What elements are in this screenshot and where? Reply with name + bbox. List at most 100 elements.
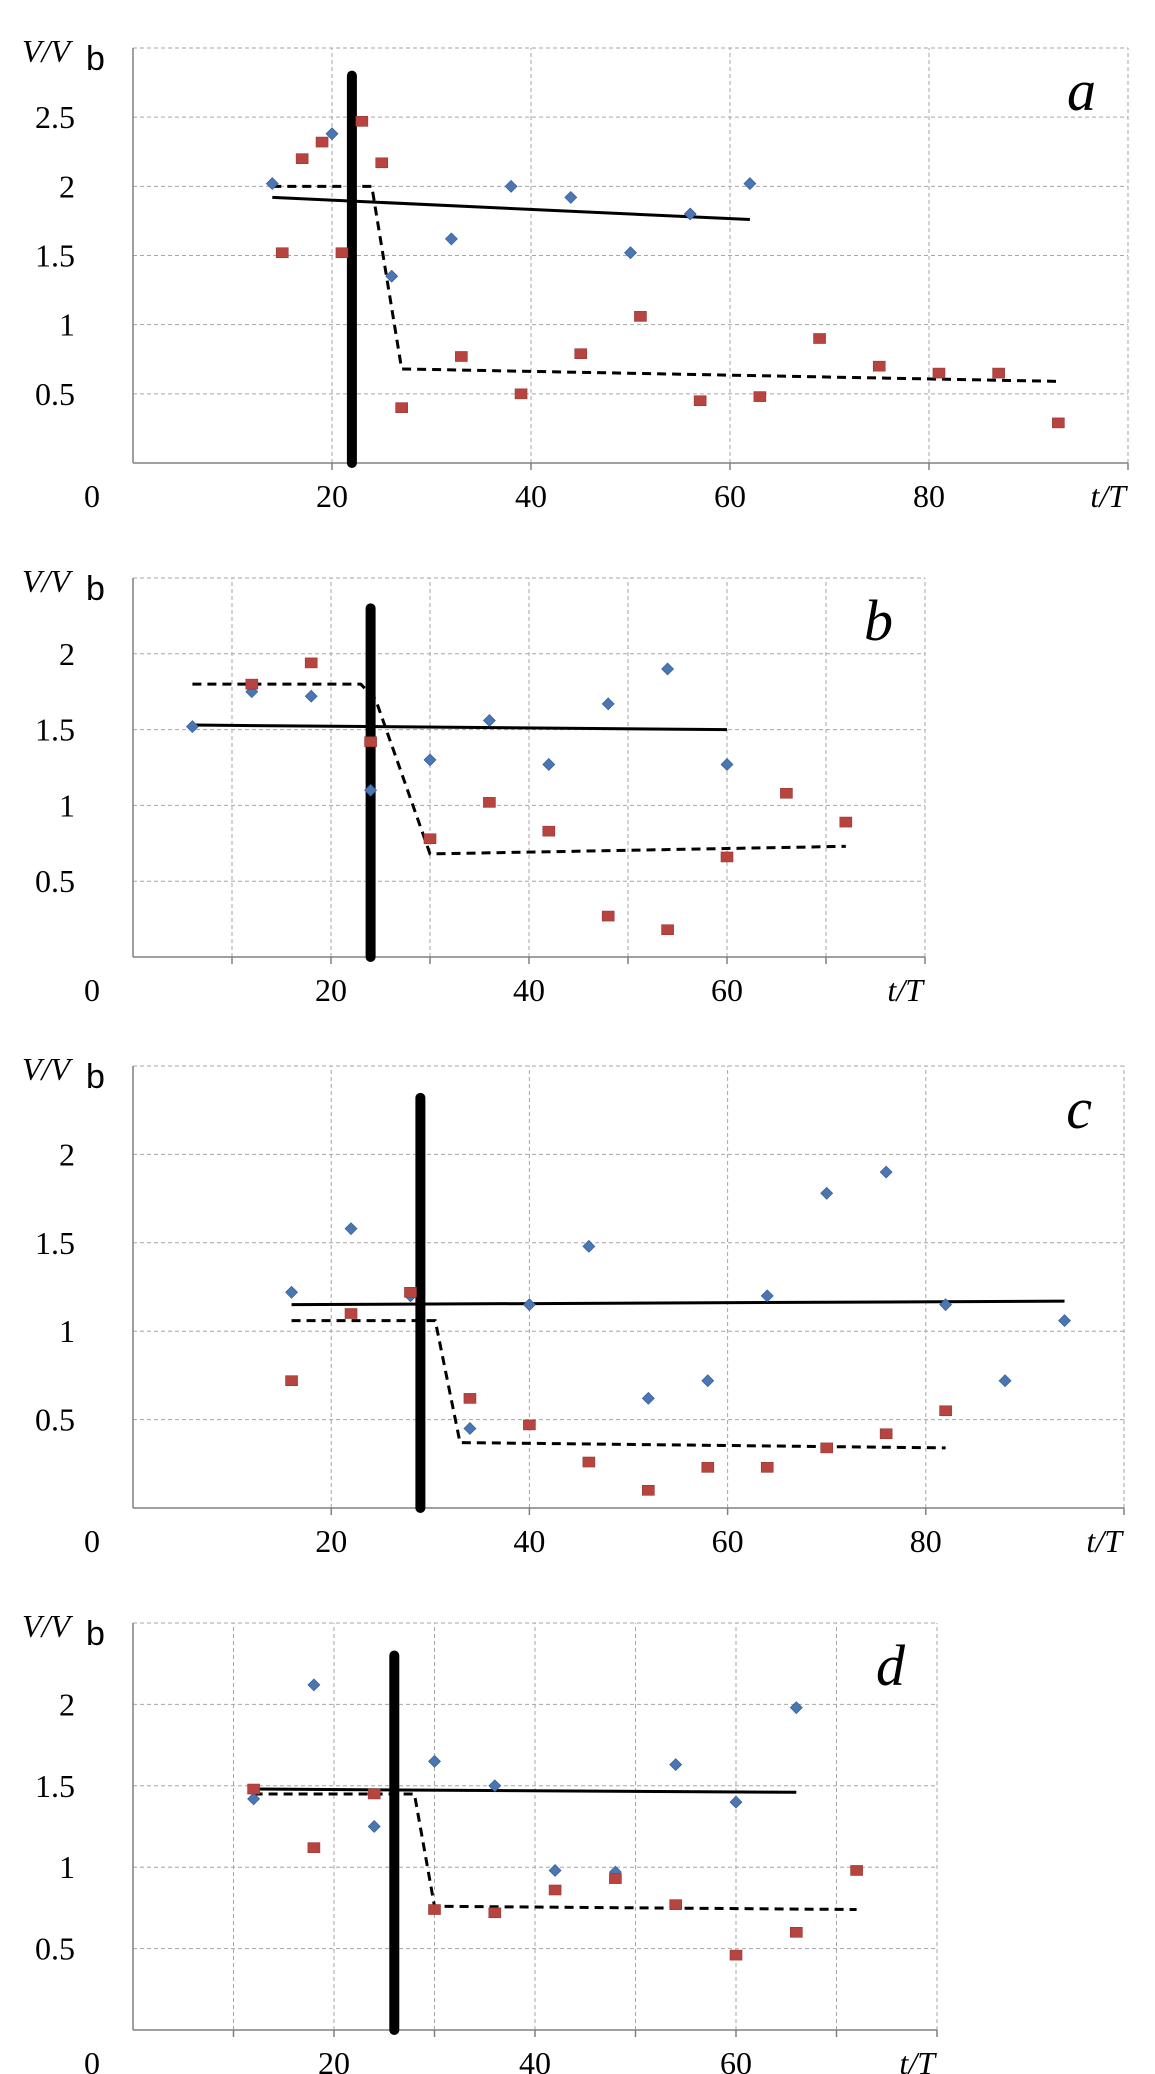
y-tick-label: 2 <box>59 1686 75 1722</box>
data-point-red <box>574 348 588 360</box>
data-point-red <box>295 153 309 164</box>
y-axis-label-subscript: b <box>86 40 105 78</box>
data-point-red <box>463 1393 477 1404</box>
data-point-red <box>642 1485 655 1496</box>
data-point-red <box>813 333 826 344</box>
data-point-red <box>375 157 389 169</box>
data-point-red <box>669 1899 683 1910</box>
y-axis-label: V/V <box>22 563 73 599</box>
data-point-red <box>304 657 318 669</box>
data-point-red <box>634 311 647 322</box>
data-point-red <box>760 1462 774 1473</box>
y-tick-label: 2 <box>59 168 75 204</box>
data-point-red <box>780 787 793 799</box>
data-point-red <box>939 1405 952 1417</box>
y-tick-label: 1 <box>59 307 75 343</box>
data-point-blue <box>304 689 318 703</box>
data-point-blue <box>1058 1314 1071 1328</box>
data-point-red <box>729 1949 743 1961</box>
data-point-blue <box>601 697 615 711</box>
data-point-red <box>514 388 528 400</box>
x-tick-label: 20 <box>315 972 347 1008</box>
panel-d: 0.5 1 1.5 2 20 40 60 0 V/V b t/T d <box>22 1608 938 2074</box>
data-point-red <box>753 391 767 402</box>
data-point-red <box>523 1419 536 1431</box>
y-tick-label: 1.5 <box>35 1225 75 1261</box>
y-tick-label: 1 <box>59 1849 75 1885</box>
x-tick-label: 60 <box>712 1523 744 1559</box>
data-point-blue <box>879 1165 893 1179</box>
y-tick-label: 2.5 <box>35 99 75 135</box>
data-point-blue <box>482 714 496 727</box>
y-tick-label: 0.5 <box>35 863 75 899</box>
x-axis-label: t/T <box>1090 478 1128 514</box>
y-axis-label: V/V <box>22 33 73 69</box>
x-tick-label: 80 <box>913 478 945 514</box>
data-point-red <box>285 1375 298 1387</box>
data-point-red <box>315 136 329 148</box>
x-tick-label: 20 <box>316 478 348 514</box>
data-point-blue <box>444 232 458 246</box>
data-point-red <box>872 360 886 372</box>
y-tick-label: 2 <box>59 636 75 672</box>
data-point-blue <box>720 758 734 771</box>
trend-line-solid <box>291 1299 1065 1307</box>
x-tick-label: 20 <box>315 1523 347 1559</box>
trend-line-solid <box>253 1787 797 1794</box>
data-point-red <box>483 797 496 808</box>
x-tick-label: 40 <box>513 972 545 1008</box>
data-point-blue <box>344 1222 358 1236</box>
data-point-blue <box>939 1298 953 1312</box>
data-point-blue <box>789 1701 803 1715</box>
data-point-blue <box>641 1391 655 1405</box>
x-tick-label: 40 <box>513 1523 545 1559</box>
panel-c: 0.5 1 1.5 2 20 40 60 80 0 V/V b t/T c <box>22 1051 1125 1559</box>
data-point-red <box>355 116 369 127</box>
data-point-blue <box>669 1758 683 1772</box>
y-tick-label: 1.5 <box>35 712 75 748</box>
data-point-red <box>693 395 707 407</box>
data-point-blue <box>564 190 578 204</box>
y-tick-label: 1 <box>59 1313 75 1349</box>
data-point-red <box>247 1783 260 1795</box>
x-tick-label: 60 <box>714 478 746 514</box>
data-point-blue <box>729 1795 743 1809</box>
data-point-blue <box>285 1285 298 1299</box>
data-point-red <box>344 1308 358 1319</box>
data-point-blue <box>428 1754 441 1768</box>
data-point-red <box>395 402 408 413</box>
data-point-red <box>548 1884 562 1896</box>
data-point-red <box>601 910 615 922</box>
data-point-blue <box>364 783 378 797</box>
data-point-red <box>423 833 437 845</box>
y-tick-label: 1 <box>59 787 75 823</box>
data-point-blue <box>504 179 518 193</box>
data-point-red <box>932 367 946 379</box>
trend-line-dashed <box>291 1319 946 1450</box>
data-point-red <box>455 351 468 362</box>
data-point-blue <box>701 1374 715 1388</box>
x-tick-label: 80 <box>910 1523 942 1559</box>
data-point-red <box>839 816 853 828</box>
data-point-blue <box>488 1779 502 1793</box>
y-tick-label: 0.5 <box>35 376 75 412</box>
data-point-red <box>364 736 377 748</box>
data-point-red <box>404 1287 417 1298</box>
x-axis-label: t/T <box>899 2045 937 2074</box>
data-point-blue <box>548 1864 562 1877</box>
data-point-red <box>307 1842 321 1853</box>
data-point-red <box>820 1442 834 1454</box>
panel-letter: a <box>1067 58 1096 123</box>
data-point-red <box>720 851 734 863</box>
panel-b: 0.5 1 1.5 2 20 40 60 0 V/V b t/T b <box>22 563 926 1008</box>
data-point-red <box>275 247 289 259</box>
data-point-blue <box>743 177 757 190</box>
trend-line-dashed <box>272 184 1059 383</box>
data-point-blue <box>582 1239 596 1253</box>
y-tick-label: 1.5 <box>35 238 75 274</box>
panel-letter: b <box>864 588 893 653</box>
panel-a: 0.5 1 1.5 2 2.5 20 40 60 80 0 V/V b t/T a <box>22 33 1129 514</box>
data-point-red <box>335 247 349 259</box>
origin-label: 0 <box>84 2045 100 2074</box>
